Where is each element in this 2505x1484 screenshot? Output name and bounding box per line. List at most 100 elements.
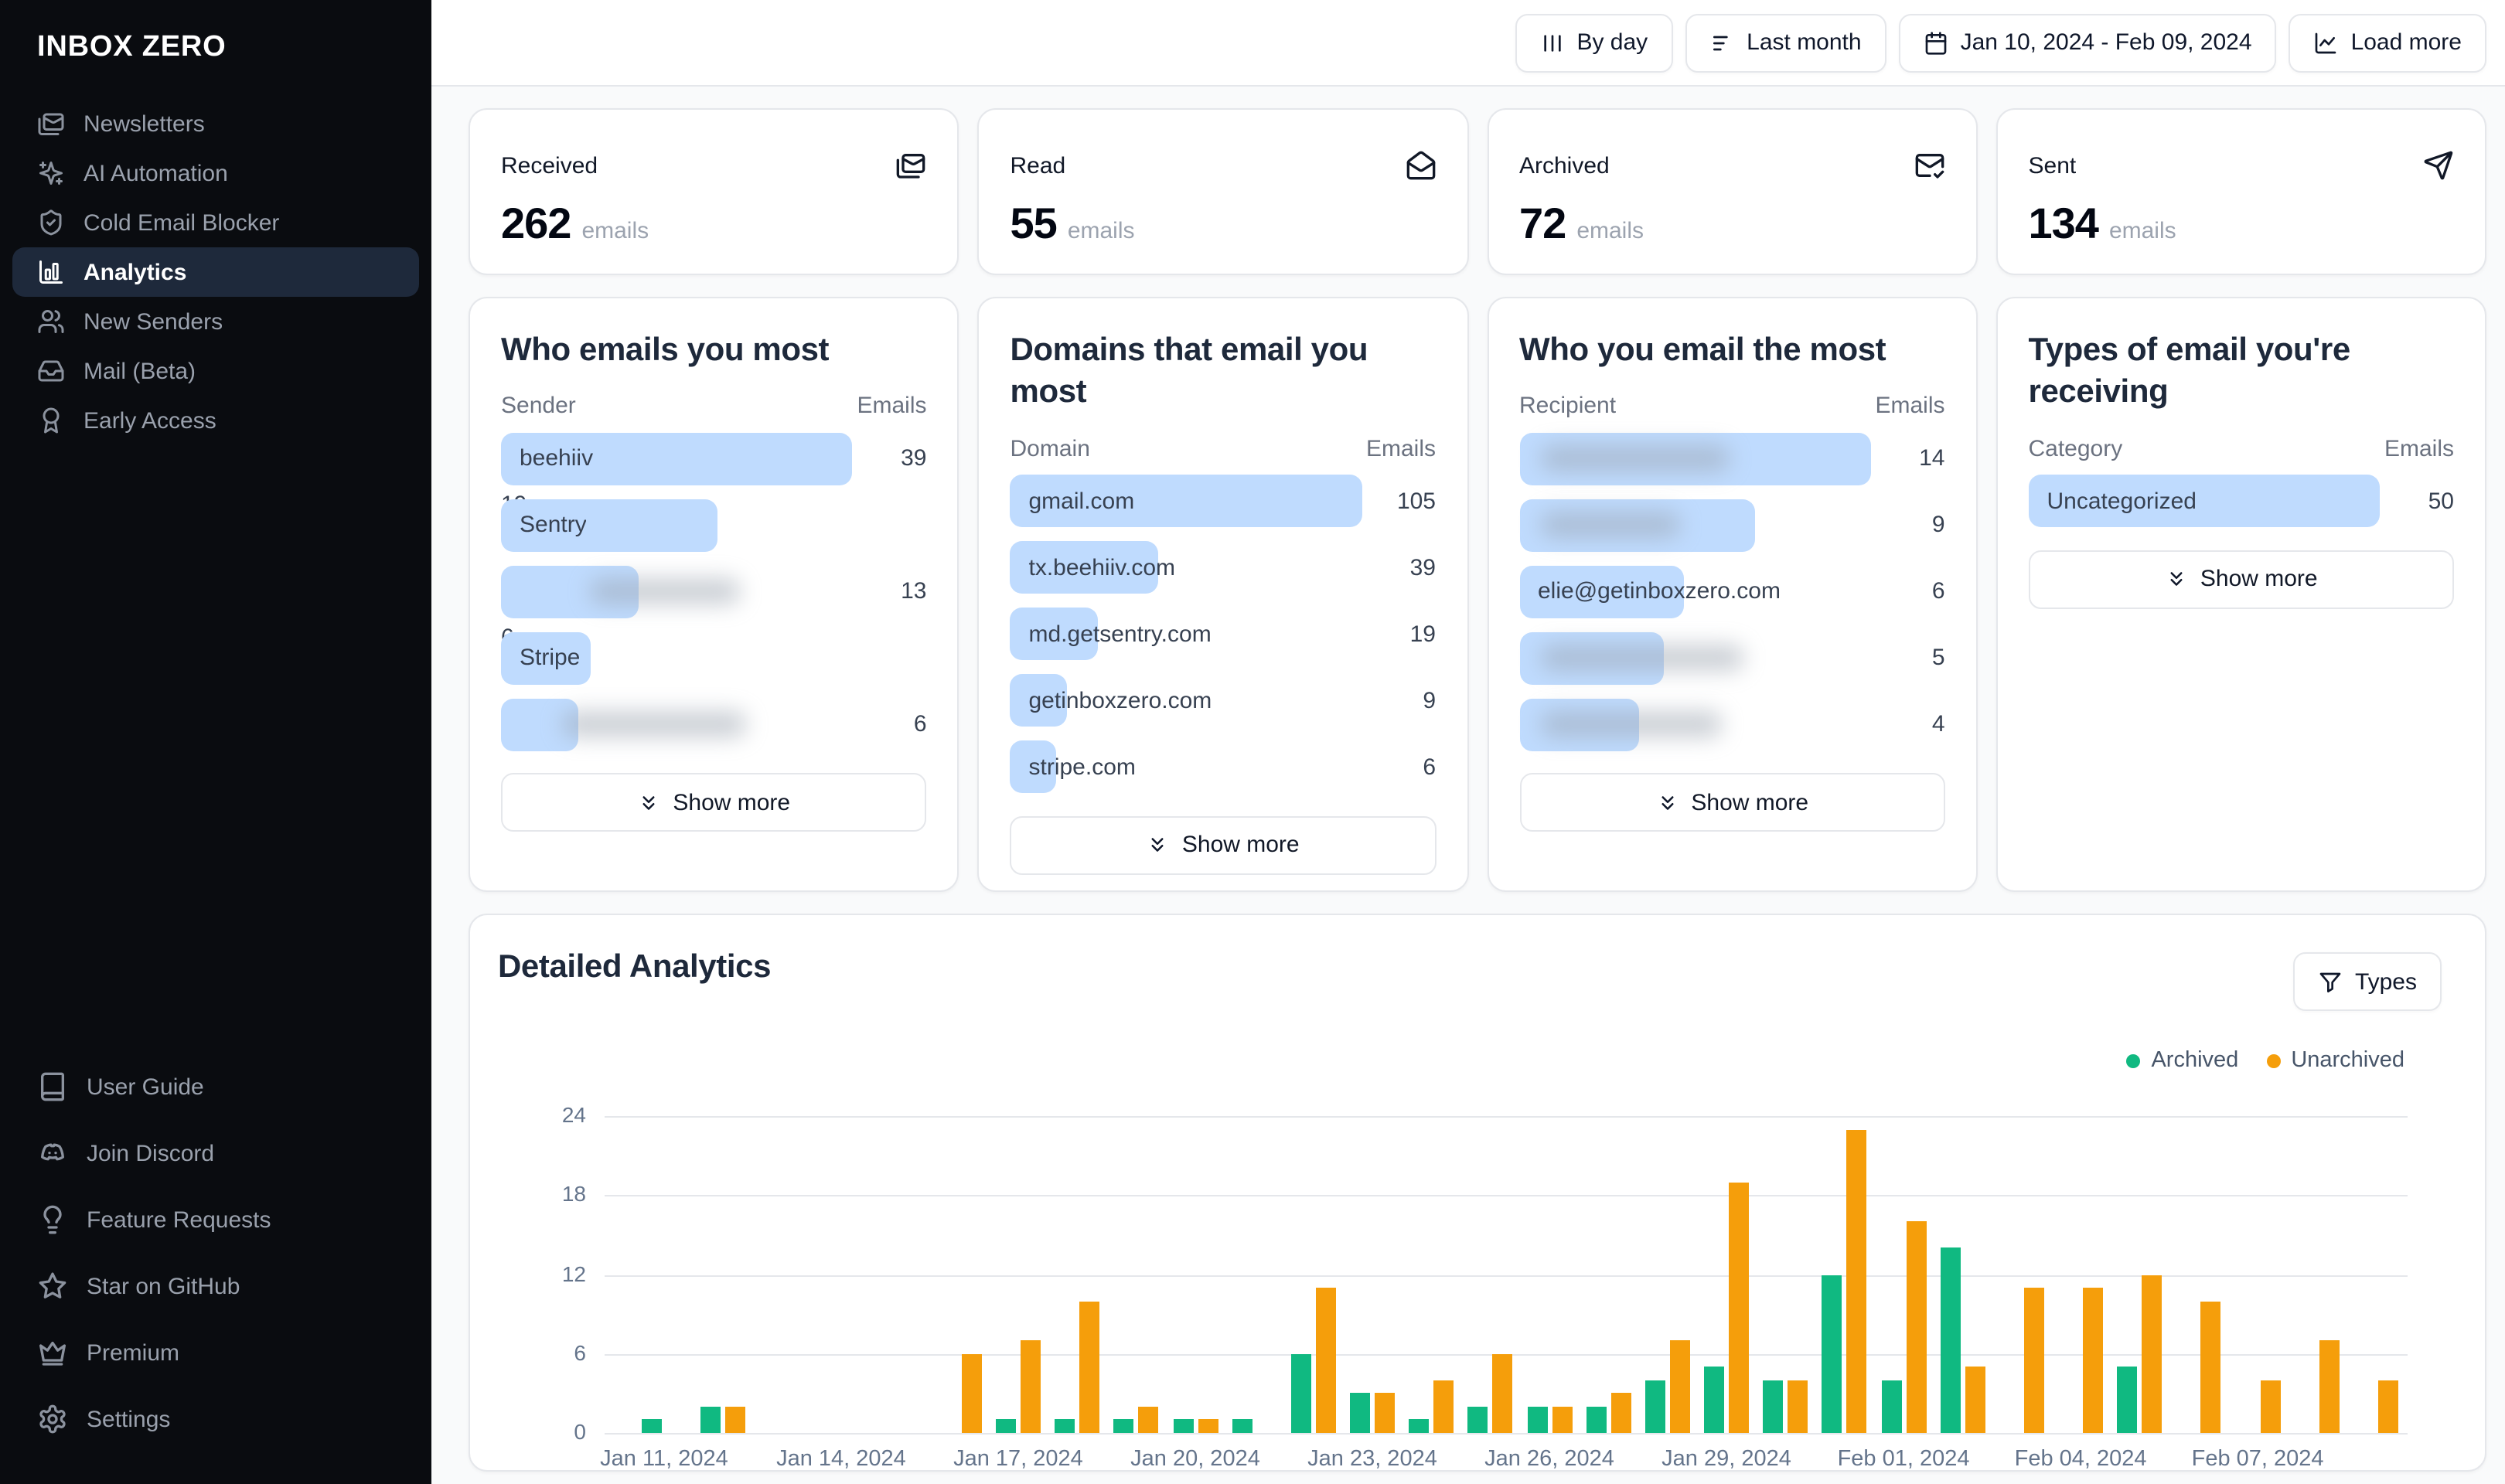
inbox-icon	[37, 357, 65, 385]
sidebar-item-ai-automation[interactable]: AI Automation	[12, 148, 419, 198]
x-axis-tick: Jan 14, 2024	[776, 1447, 906, 1472]
row-label: Stripe	[520, 645, 581, 672]
sidebar-item-join-discord[interactable]: Join Discord	[12, 1125, 419, 1181]
row-label: Sentry	[520, 512, 587, 539]
stat-unit: emails	[1067, 218, 1135, 244]
row-bar-track	[1519, 692, 1871, 758]
last-month-button[interactable]: Last month	[1685, 13, 1886, 72]
show-more-button[interactable]: Show more	[2028, 550, 2454, 609]
bar-unarchived-jan-27-2024	[1610, 1393, 1631, 1433]
show-more-button[interactable]: Show more	[1519, 773, 1945, 832]
list-row: 6	[501, 692, 927, 758]
sidebar-item-label: Analytics	[84, 259, 187, 285]
sidebar-footer-nav: User Guide Join Discord Feature Requests St…	[0, 1059, 431, 1447]
row-bar-track: stripe.com	[1010, 733, 1362, 800]
mail-check-icon	[1914, 150, 1945, 181]
row-bar-track: elie@getinboxzero.com	[1519, 559, 1871, 625]
stat-label: Archived	[1519, 152, 1610, 179]
list-row: stripe.com 6	[1010, 733, 1436, 800]
bar-unarchived-jan-19-2024	[1138, 1406, 1159, 1433]
detailed-bar-chart: 0 6 12 18 24 Jan 11, 2024 Jan 14, 2024 Jan 17, …	[470, 915, 2485, 1472]
row-bar-track	[501, 692, 853, 758]
legend-item-archived: Archived	[2126, 1048, 2238, 1073]
stat-card-archived: Archived 72 emails	[1487, 108, 1978, 275]
shield-check-icon	[37, 209, 65, 237]
bar-unarchived-feb-06-2024	[2200, 1301, 2221, 1433]
types-filter-button[interactable]: Types	[2292, 952, 2442, 1011]
row-bar-track: md.getsentry.com	[1010, 601, 1362, 667]
bar-archived-jan-17-2024	[995, 1419, 1016, 1433]
sidebar-item-label: Cold Email Blocker	[84, 209, 280, 236]
stat-unit: emails	[2108, 218, 2176, 244]
legend-dot	[2266, 1053, 2281, 1067]
stats-row: Received 262 emails Read 55 emails Archived 72 e…	[469, 108, 2486, 275]
jan-10-2024-feb-09-2024-button[interactable]: Jan 10, 2024 - Feb 09, 2024	[1898, 13, 2277, 72]
bar-unarchived-jan-22-2024	[1315, 1288, 1336, 1433]
bar-unarchived-feb-05-2024	[2142, 1275, 2162, 1433]
sidebar-item-label: Settings	[87, 1406, 171, 1432]
bar-unarchived-jan-12-2024	[725, 1406, 746, 1433]
sidebar-item-analytics[interactable]: Analytics	[12, 247, 419, 297]
by-day-button[interactable]: By day	[1515, 13, 1673, 72]
sidebar-item-star-on-github[interactable]: Star on GitHub	[12, 1258, 419, 1314]
row-bar	[1010, 541, 1158, 594]
sidebar-item-user-guide[interactable]: User Guide	[12, 1059, 419, 1115]
y-axis-tick: 24	[561, 1102, 586, 1128]
bar-archived-jan-26-2024	[1527, 1406, 1548, 1433]
bar-archived-jan-12-2024	[700, 1406, 721, 1433]
chevrons-down-icon	[2165, 567, 2188, 591]
chart-column-icon	[37, 258, 65, 286]
bar-archived-jan-28-2024	[1644, 1380, 1665, 1433]
sidebar-item-feature-requests[interactable]: Feature Requests	[12, 1192, 419, 1247]
list-row: Stripe 6	[501, 625, 927, 692]
x-axis-tick: Jan 26, 2024	[1484, 1447, 1614, 1472]
columns-icon	[1539, 30, 1564, 55]
sidebar-item-mail-beta[interactable]: Mail (Beta)	[12, 346, 419, 396]
row-value: 50	[2428, 488, 2454, 515]
bar-archived-jan-18-2024	[1055, 1419, 1075, 1433]
show-more-button[interactable]: Show more	[1010, 815, 1436, 875]
sidebar-item-new-senders[interactable]: New Senders	[12, 297, 419, 346]
send-icon	[2423, 150, 2454, 181]
list-row: md.getsentry.com 19	[1010, 601, 1436, 667]
sidebar-item-early-access[interactable]: Early Access	[12, 396, 419, 445]
bar-unarchived-jan-16-2024	[961, 1353, 982, 1433]
sidebar-item-settings[interactable]: Settings	[12, 1391, 419, 1447]
row-value: 39	[901, 445, 927, 472]
sidebar-item-newsletters[interactable]: Newsletters	[12, 99, 419, 148]
panel-who-you-email-the-most: Who you email the most Recipient Emails 14 9…	[1487, 297, 1978, 892]
detailed-analytics-title: Detailed Analytics	[498, 949, 772, 985]
stat-label: Sent	[2028, 152, 2077, 179]
panel-title: Who you email the most	[1519, 332, 1886, 368]
lines-icon	[1709, 30, 1734, 55]
bar-archived-jan-11-2024	[641, 1419, 662, 1433]
list-row: 14	[1519, 426, 1945, 492]
bar-archived-jan-27-2024	[1586, 1406, 1607, 1433]
bar-unarchived-jan-18-2024	[1079, 1301, 1100, 1433]
row-value: 105	[1396, 488, 1436, 515]
bar-unarchived-jan-29-2024	[1729, 1182, 1750, 1433]
mail-open-icon	[1405, 150, 1436, 181]
mails-icon	[896, 150, 927, 181]
sidebar-item-label: User Guide	[87, 1074, 204, 1100]
sidebar-item-cold-email-blocker[interactable]: Cold Email Blocker	[12, 198, 419, 247]
chart-legend: Archived Unarchived	[2126, 1048, 2404, 1073]
bar-unarchived-feb-02-2024	[1965, 1367, 1985, 1433]
row-value: 14	[1919, 445, 1945, 472]
row-bar	[501, 499, 717, 552]
users-icon	[37, 308, 65, 335]
bar-archived-jan-19-2024	[1113, 1419, 1134, 1433]
chart-line-icon	[2314, 30, 2339, 55]
bar-unarchived-jan-30-2024	[1788, 1380, 1808, 1433]
x-axis-tick: Jan 11, 2024	[600, 1447, 728, 1472]
row-bar-track	[501, 559, 853, 625]
bar-archived-jan-23-2024	[1350, 1393, 1370, 1433]
load-more-button[interactable]: Load more	[2289, 13, 2486, 72]
show-more-button[interactable]: Show more	[501, 773, 927, 832]
bar-archived-jan-30-2024	[1763, 1380, 1784, 1433]
sidebar-item-label: Mail (Beta)	[84, 358, 196, 384]
row-bar-track: tx.beehiiv.com	[1010, 534, 1362, 601]
row-bar	[501, 432, 853, 485]
sidebar-item-premium[interactable]: Premium	[12, 1325, 419, 1380]
row-bar-track: beehiiv	[501, 426, 853, 492]
